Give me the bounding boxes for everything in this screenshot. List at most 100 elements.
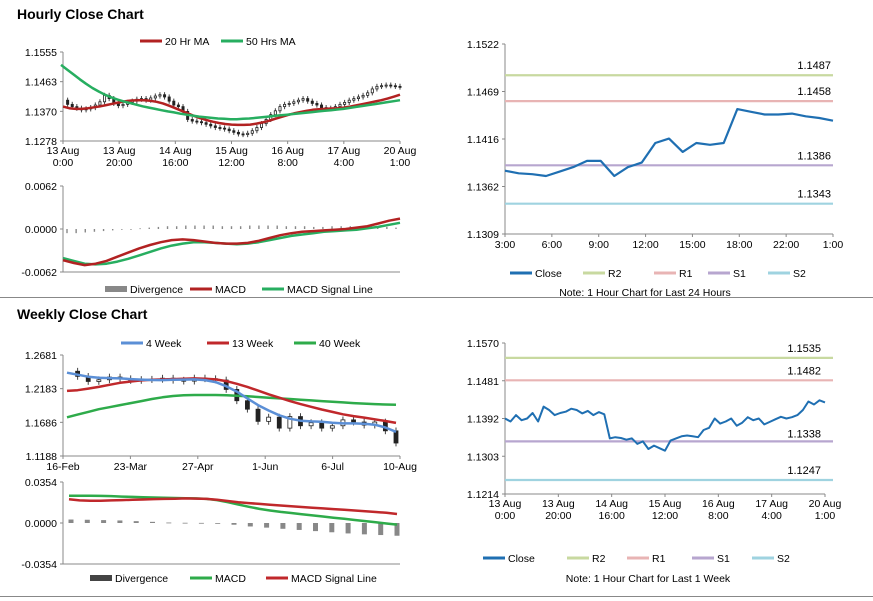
weekly-pivot-xtick-label: 15 Aug — [649, 498, 682, 510]
hourly-price-candle-body — [310, 100, 314, 104]
hourly-price-xtick-label: 20 Aug — [384, 145, 417, 157]
weekly-pivot-s2-label: 1.1247 — [787, 465, 821, 477]
weekly-macd-divergence-bar — [182, 522, 188, 524]
hourly-macd-divergence-bar — [230, 226, 233, 229]
hourly-price-candle-body — [153, 95, 157, 99]
weekly-price-xtick-label: 1-Jun — [252, 461, 278, 473]
weekly-macd-legend-macd-label: MACD — [215, 573, 246, 585]
hourly-macd-legend-macd-label: MACD — [215, 284, 246, 296]
weekly-pivot-close-line — [504, 399, 826, 452]
hourly-price-candle-body — [158, 94, 162, 97]
hourly-macd-divergence-bar — [267, 225, 269, 229]
weekly-macd-macd-line — [68, 494, 398, 526]
weekly-macd-divergence-bar — [231, 523, 237, 525]
hourly-price-candle-body — [301, 98, 305, 101]
hourly-pivot-xtick-label: 9:00 — [588, 239, 609, 251]
weekly-price-week13-line — [66, 377, 397, 425]
hourly-price-candle-body — [370, 88, 374, 94]
hourly-pivot-xtick-label: 22:00 — [773, 239, 799, 251]
weekly-macd-divergence-bar — [84, 519, 90, 523]
weekly-pivot-legend-close-label: Close — [508, 553, 535, 565]
hourly-price-candle-body — [361, 94, 365, 98]
hourly-price-candle-body — [121, 103, 125, 107]
hourly-macd-ytick-label: 0.0062 — [25, 181, 57, 193]
weekly-price-candle-body — [266, 416, 272, 422]
weekly-pivot-ytick-label: 1.1392 — [467, 414, 499, 426]
hourly-pivot-note: Note: 1 Hour Chart for Last 24 Hours — [559, 287, 731, 299]
weekly-pivot-ytick-label: 1.1303 — [467, 451, 499, 463]
hourly-price-xtick-label: 20:00 — [106, 157, 132, 169]
weekly-price-xtick-label: 6-Jul — [321, 461, 344, 473]
weekly-price-week40-line — [66, 393, 397, 419]
weekly-macd-divergence-bar — [133, 521, 139, 523]
hourly-price-candle-body — [98, 101, 102, 106]
hourly-price-candle-body — [246, 132, 250, 135]
hourly-price-candle-body — [393, 85, 397, 88]
weekly-pivot-xtick-label: 14 Aug — [595, 498, 628, 510]
weekly-macd-signal-line — [68, 497, 398, 516]
hourly-macd-divergence-bar — [258, 225, 260, 229]
hourly-price-candle-body — [315, 103, 319, 106]
hourly-macd-macd-line — [62, 217, 401, 267]
weekly-price-xtick-label: 27-Apr — [182, 461, 214, 473]
weekly-macd-divergence-bar — [117, 520, 123, 523]
hourly-macd-divergence-bar — [66, 229, 68, 234]
weekly-macd-divergence-bar — [150, 521, 155, 523]
hourly-macd-divergence-bar — [130, 229, 132, 230]
hourly-price-candle-body — [227, 128, 231, 132]
hourly-macd-divergence-bar — [111, 229, 114, 231]
weekly-pivot-legend-s2-label: S2 — [777, 553, 790, 565]
hourly-price-legend-ma50-label: 50 Hrs MA — [246, 36, 296, 48]
hourly-price-candle-body — [232, 130, 236, 133]
weekly-macd-divergence-bar — [313, 523, 318, 532]
hourly-price-candle-body — [356, 96, 360, 99]
weekly-price-candle-body — [319, 422, 325, 429]
hourly-macd-divergence-bar — [185, 225, 187, 229]
section-divider — [0, 297, 873, 298]
hourly-price-ma50-line — [60, 63, 401, 121]
hourly-pivot-ytick-label: 1.1469 — [467, 87, 499, 99]
hourly-price-legend-ma20-label: 20 Hr MA — [165, 36, 209, 48]
weekly-pivot-xtick-label: 1:00 — [815, 510, 836, 522]
weekly-pivot-r1-label: 1.1482 — [787, 365, 821, 377]
hourly-pivot-legend-s2-label: S2 — [793, 268, 806, 280]
weekly-macd-divergence-bar — [264, 523, 270, 528]
hourly-macd-legend-divergence-swatch — [105, 286, 127, 292]
hourly-pivot-legend-r2-label: R2 — [608, 268, 622, 280]
weekly-macd-divergence-bar — [296, 523, 302, 530]
hourly-macd-divergence-bar — [340, 226, 342, 229]
hourly-price-candle-body — [199, 121, 203, 124]
hourly-price-candle-body — [167, 96, 171, 102]
hourly-pivot-xtick-label: 1:00 — [823, 239, 844, 251]
weekly-price-ytick-label: 1.1686 — [25, 417, 57, 429]
weekly-pivot-xtick-label: 16 Aug — [702, 498, 735, 510]
hourly-price-candle-body — [204, 122, 208, 125]
hourly-macd-divergence-bar — [75, 229, 77, 234]
hourly-price-candle-body — [398, 85, 402, 88]
hourly-pivot-close-line — [504, 107, 834, 178]
weekly-macd-divergence-bar — [329, 523, 335, 533]
weekly-price-candle-body — [351, 419, 356, 423]
hourly-macd-divergence-bar — [102, 229, 105, 232]
weekly-macd-ytick-label: -0.0354 — [21, 559, 57, 571]
weekly-macd-divergence-bar — [101, 520, 107, 523]
hourly-price-candle-body — [352, 98, 356, 101]
hourly-price-ytick-label: 1.1555 — [25, 47, 57, 59]
weekly-section-title: Weekly Close Chart — [17, 306, 148, 322]
hourly-price-candle-body — [176, 104, 180, 108]
hourly-pivot-legend-s1-label: S1 — [733, 268, 746, 280]
weekly-pivot-xtick-label: 20:00 — [545, 510, 571, 522]
weekly-macd-ytick-label: 0.0354 — [25, 477, 57, 489]
hourly-price-candle-body — [389, 84, 393, 87]
hourly-macd-divergence-bar — [386, 226, 388, 229]
weekly-price-candle-body — [308, 422, 314, 427]
weekly-macd-divergence-bar — [247, 523, 253, 527]
weekly-price-candle-body — [96, 379, 102, 382]
hourly-pivot-ytick-label: 1.1522 — [467, 39, 499, 51]
hourly-price-candle-body — [66, 99, 70, 105]
hourly-pivot-s1-label: 1.1386 — [797, 150, 831, 162]
hourly-pivot-xtick-label: 18:00 — [726, 239, 752, 251]
hourly-macd-divergence-bar — [221, 226, 224, 229]
weekly-macd-divergence-bar — [198, 522, 204, 524]
hourly-macd-ytick-label: 0.0000 — [25, 224, 57, 236]
